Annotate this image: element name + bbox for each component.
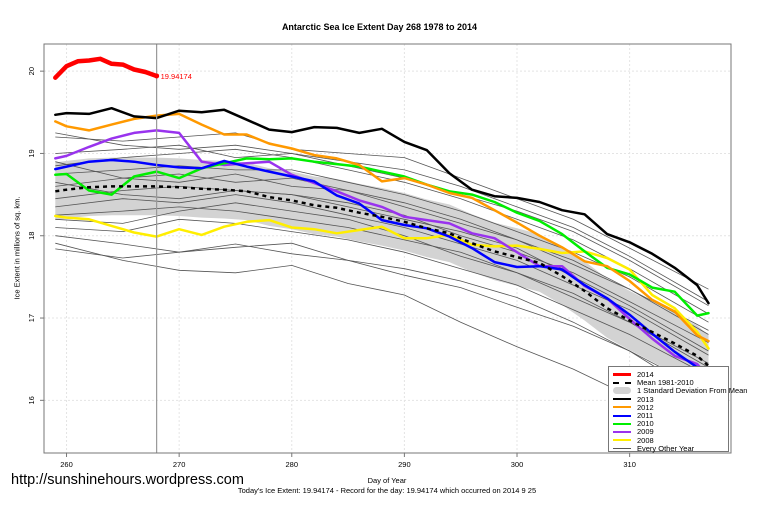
sd-band bbox=[55, 157, 709, 397]
y-tick-label: 19 bbox=[27, 149, 36, 157]
current-value-point bbox=[154, 73, 160, 79]
other-year-line bbox=[55, 132, 709, 307]
other-year-line bbox=[55, 144, 709, 302]
other-year-line bbox=[55, 206, 709, 364]
legend-label: 2011 bbox=[637, 411, 654, 420]
legend-item: 1 Standard Deviation From Mean bbox=[613, 386, 747, 395]
legend-label: 1 Standard Deviation From Mean bbox=[637, 386, 748, 396]
x-tick-label: 290 bbox=[398, 460, 411, 469]
footer-record-text: Today's Ice Extent: 19.94174 - Record fo… bbox=[237, 486, 537, 495]
legend-label: 2012 bbox=[637, 402, 654, 412]
legend-item: Mean 1981-2010 bbox=[613, 378, 694, 387]
other-year-line bbox=[55, 218, 709, 376]
legend-label: 2014 bbox=[637, 370, 654, 379]
legend-swatch bbox=[613, 387, 631, 395]
legend-item: 2012 bbox=[613, 403, 654, 412]
x-tick-label: 260 bbox=[60, 460, 73, 469]
legend-swatch bbox=[613, 381, 631, 384]
legend-label: Every Other Year bbox=[637, 443, 695, 453]
legend-item: 2010 bbox=[613, 419, 654, 428]
current-value-label: 19.94174 bbox=[161, 72, 192, 81]
series-line-mean-1981-2010 bbox=[55, 185, 710, 367]
legend-item: 2011 bbox=[613, 411, 653, 420]
legend-label: 2009 bbox=[637, 427, 654, 437]
legend-item: 2013 bbox=[613, 395, 654, 404]
x-axis-label: Day of Year bbox=[367, 476, 407, 485]
legend-swatch bbox=[613, 398, 631, 401]
legend-swatch bbox=[613, 422, 631, 425]
legend: 2014 Mean 1981-2010 1 Standard Deviation F… bbox=[608, 366, 747, 453]
legend-swatch bbox=[613, 439, 631, 442]
legend-swatch bbox=[613, 406, 631, 409]
legend-item: 2008 bbox=[613, 436, 654, 445]
x-tick-label: 280 bbox=[286, 460, 299, 469]
legend-label: 2013 bbox=[637, 394, 654, 404]
legend-swatch bbox=[613, 373, 631, 376]
legend-label: Mean 1981-2010 bbox=[637, 378, 694, 388]
legend-item: 2009 bbox=[613, 427, 654, 436]
other-year-line bbox=[55, 242, 709, 401]
legend-swatch bbox=[613, 414, 631, 417]
other-year-line bbox=[55, 181, 709, 352]
legend-label: 2008 bbox=[637, 435, 654, 445]
y-tick-label: 20 bbox=[27, 67, 36, 75]
legend-item: Every Other Year bbox=[613, 444, 694, 453]
other-year-line bbox=[55, 132, 709, 290]
y-tick-label: 18 bbox=[27, 232, 36, 240]
x-tick-label: 300 bbox=[511, 460, 524, 469]
legend-item: 2014 bbox=[613, 370, 654, 379]
y-tick-label: 17 bbox=[27, 314, 36, 322]
legend-swatch bbox=[613, 430, 631, 433]
other-year-line bbox=[55, 242, 709, 439]
other-year-line bbox=[55, 235, 709, 393]
chart-title: Antarctic Sea Ice Extent Day 268 1978 to… bbox=[281, 22, 478, 32]
other-year-line bbox=[55, 173, 709, 331]
legend-swatch bbox=[613, 447, 631, 449]
y-axis-label: Ice Extent in millions of sq. km. bbox=[12, 196, 22, 300]
legend-label: 2010 bbox=[637, 419, 654, 429]
x-tick-label: 310 bbox=[623, 460, 636, 469]
y-tick-label: 16 bbox=[27, 396, 36, 404]
plot-frame bbox=[43, 43, 732, 454]
x-tick-label: 270 bbox=[173, 460, 186, 469]
watermark-url: http://sunshinehours.wordpress.com bbox=[11, 472, 244, 488]
series-line-2014 bbox=[53, 56, 159, 80]
